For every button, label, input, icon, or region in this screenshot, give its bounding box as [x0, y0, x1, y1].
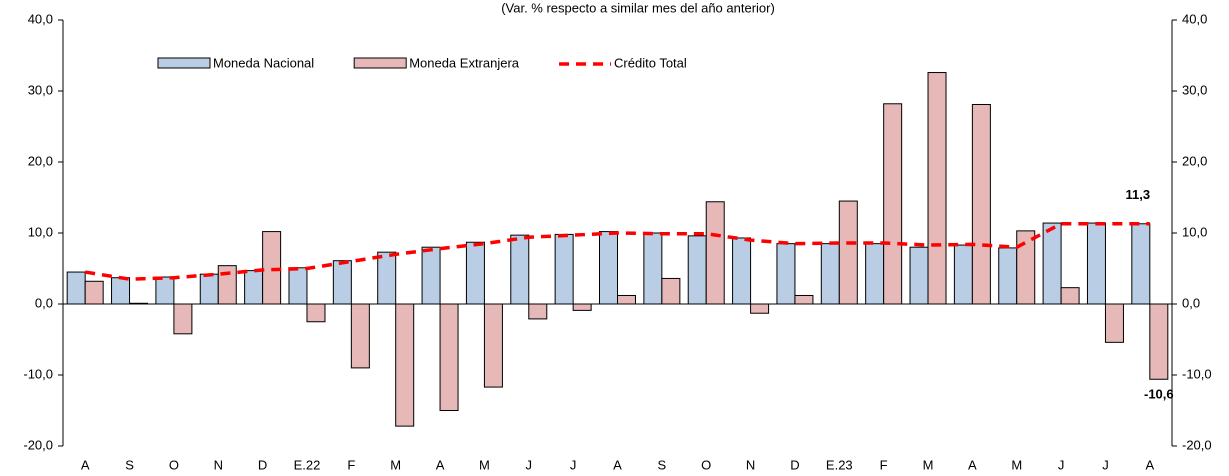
x-tick-label: F: [347, 457, 355, 472]
bar: [705, 201, 725, 305]
y2-tick-label: -10,0: [1182, 366, 1212, 381]
y-tick-label: 40,0: [28, 11, 53, 26]
bar: [350, 303, 370, 369]
bar: [465, 241, 485, 305]
x-tick-label: J: [570, 457, 577, 472]
x-tick-label: D: [258, 457, 267, 472]
x-tick-label: N: [214, 457, 223, 472]
x-tick-label: A: [81, 457, 90, 472]
bar: [1104, 303, 1124, 343]
x-tick-label: M: [923, 457, 934, 472]
bar: [155, 276, 175, 305]
bar: [687, 235, 707, 305]
x-tick-label: N: [746, 457, 755, 472]
y-tick-label: 10,0: [28, 224, 53, 239]
bar: [528, 303, 548, 320]
bar: [838, 200, 858, 305]
x-tick-label: F: [880, 457, 888, 472]
x-tick-label: A: [613, 457, 622, 472]
x-tick-label: D: [790, 457, 799, 472]
x-tick-label: M: [479, 457, 490, 472]
bar: [1149, 303, 1169, 380]
bar: [244, 270, 264, 305]
x-tick-label: O: [701, 457, 711, 472]
data-label: -10,6: [1144, 387, 1174, 402]
legend-swatch: [353, 57, 407, 69]
bar: [421, 246, 441, 305]
bar: [909, 246, 929, 305]
legend-label: Moneda Nacional: [213, 55, 314, 70]
bar: [377, 251, 397, 305]
bar: [217, 265, 237, 305]
bar: [66, 271, 86, 305]
x-tick-label: J: [1058, 457, 1065, 472]
bar: [332, 260, 352, 305]
x-tick-label: A: [968, 457, 977, 472]
y-tick-label: 30,0: [28, 82, 53, 97]
bar: [510, 234, 530, 305]
x-tick-label: J: [1102, 457, 1109, 472]
line: [84, 222, 1150, 281]
x-tick-label: S: [125, 457, 134, 472]
bar: [111, 277, 131, 305]
y-tick-label: -10,0: [23, 366, 53, 381]
bar: [820, 243, 840, 305]
bar: [971, 103, 991, 305]
bar: [306, 303, 326, 323]
bar: [776, 243, 796, 305]
bar: [483, 303, 503, 388]
bar: [865, 243, 885, 305]
y2-tick-label: 10,0: [1182, 224, 1207, 239]
y2-tick-label: 40,0: [1182, 11, 1207, 26]
chart-subtitle: (Var. % respecto a similar mes del año a…: [501, 0, 775, 15]
bar: [199, 273, 219, 305]
bar: [927, 72, 947, 305]
bar: [554, 233, 574, 305]
x-tick-label: O: [169, 457, 179, 472]
bar: [661, 277, 681, 305]
x-tick-label: A: [436, 457, 445, 472]
bar: [1060, 287, 1080, 305]
x-tick-label: E.22: [294, 457, 321, 472]
y2-tick-label: 20,0: [1182, 153, 1207, 168]
bar: [794, 294, 814, 305]
data-label: 11,3: [1126, 187, 1151, 202]
x-tick-label: E.23: [826, 457, 853, 472]
legend-swatch: [157, 57, 211, 69]
bar: [617, 294, 636, 305]
x-tick-label: M: [1011, 457, 1022, 472]
bar: [599, 231, 618, 305]
x-tick-label: J: [526, 457, 533, 472]
bar: [1042, 222, 1062, 305]
bar: [643, 232, 663, 305]
y2-tick-label: 30,0: [1182, 82, 1207, 97]
legend-label: Crédito Total: [614, 55, 687, 70]
bar: [1016, 230, 1036, 305]
bar: [998, 247, 1018, 305]
bar: [732, 237, 752, 305]
bar: [395, 303, 415, 427]
bar: [1131, 223, 1151, 305]
y2-tick-label: 0,0: [1182, 295, 1200, 310]
y-tick-label: 0,0: [35, 295, 53, 310]
bar: [953, 244, 973, 305]
x-tick-label: A: [1145, 457, 1154, 472]
bar: [883, 103, 903, 305]
y2-tick-label: -20,0: [1182, 437, 1212, 452]
bar: [288, 267, 308, 305]
bar: [750, 303, 770, 314]
y-tick-label: 20,0: [28, 153, 53, 168]
bar: [439, 303, 459, 411]
legend-label: Moneda Extranjera: [409, 55, 520, 70]
bar: [173, 303, 193, 335]
bar: [1086, 222, 1106, 305]
x-tick-label: M: [390, 457, 401, 472]
bar: [84, 280, 104, 305]
bar: [572, 303, 592, 311]
y-tick-label: -20,0: [23, 437, 53, 452]
x-tick-label: S: [658, 457, 667, 472]
